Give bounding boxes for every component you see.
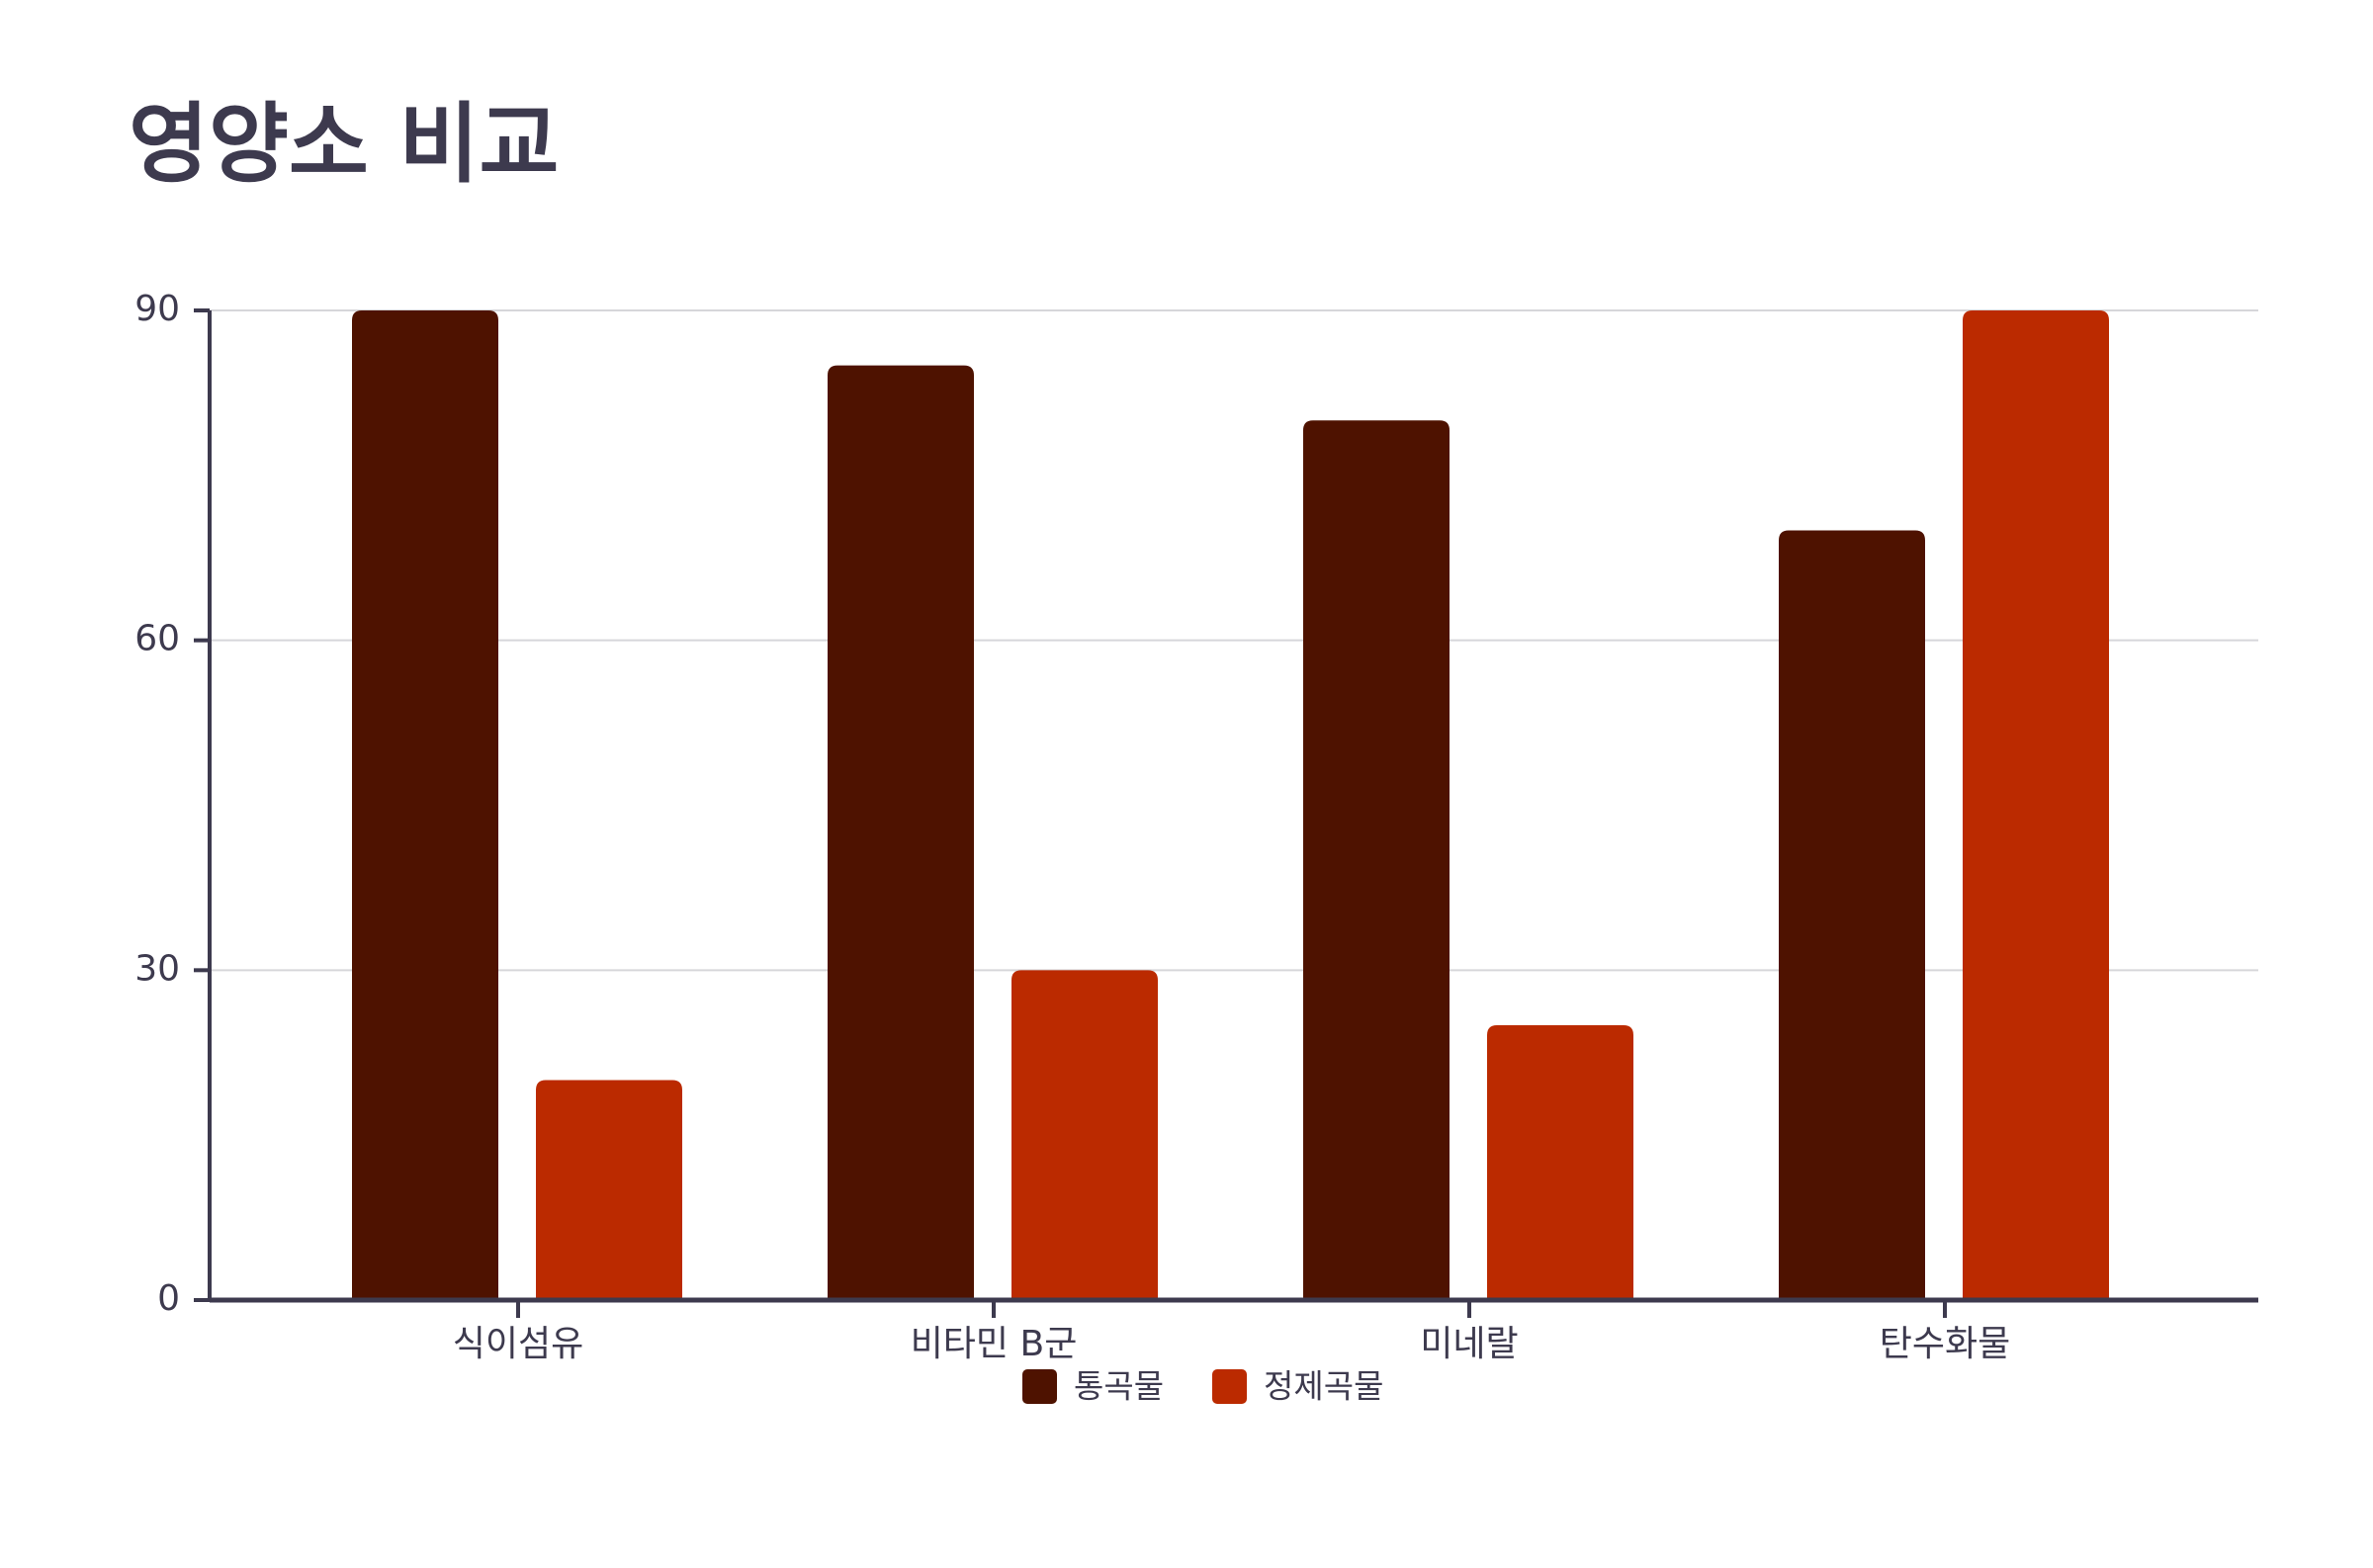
x-tick-label: 미네랄 [1420,1324,1518,1364]
legend-label: 통곡물 [1074,1367,1164,1406]
bar [1963,310,2109,1300]
y-tick-label: 30 [134,948,180,989]
legend-swatch [1022,1369,1057,1404]
legend-swatch [1212,1369,1247,1404]
x-tick-label: 식이섬유 [453,1324,583,1364]
y-tick-label: 90 [134,289,180,329]
bar [536,1080,682,1300]
x-tick-label: 비타민 B군 [911,1324,1078,1364]
legend-label: 정제곡물 [1264,1367,1383,1406]
y-tick-label: 0 [157,1278,180,1319]
bar [1011,970,1158,1300]
bar [828,365,974,1301]
bar [1303,420,1450,1300]
bar [1779,530,1925,1300]
y-tick-label: 60 [134,619,180,659]
bar [1487,1024,1633,1300]
chart-title: 영양소 비교 [129,93,559,195]
bar [352,310,498,1300]
x-tick-label: 탄수화물 [1880,1324,2010,1364]
